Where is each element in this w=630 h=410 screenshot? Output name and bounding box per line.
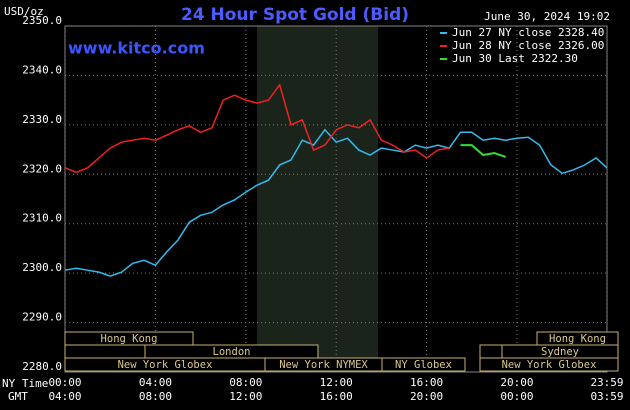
x-label: NY Time [2,377,48,390]
y-tick-label: 2320.0 [22,162,62,175]
series-line [64,83,450,174]
timestamp: June 30, 2024 19:02 [484,10,610,23]
y-tick-label: 2330.0 [22,113,62,126]
x2-tick-label: 12:00 [229,390,262,403]
series-line [64,128,608,277]
x2-tick-label: 16:00 [320,390,353,403]
session-box [64,331,194,346]
session-label: New York NYMEX [279,359,368,371]
session-label: Hong Kong [549,333,606,345]
legend-entry: Jun 27 NY close 2328.40 [452,26,604,39]
y-tick-label: 2280.0 [22,360,62,373]
session-label: Sydney [541,346,579,358]
x-tick-label: 16:00 [410,376,443,389]
y-tick-label: 2340.0 [22,63,62,76]
x-tick-label: 20:00 [500,376,533,389]
x2-tick-label: 08:00 [139,390,172,403]
session-label: New York Globex [118,359,213,371]
session-label: London [213,346,251,358]
x2-tick-label: 20:00 [410,390,443,403]
series-line [460,144,507,158]
session-box [479,357,619,372]
session-label: Hong Kong [101,333,158,345]
x2-tick-label: 03:59 [590,390,623,403]
session-box [381,357,466,372]
nymex-shade [257,26,378,372]
x2-tick-label: 00:00 [500,390,533,403]
y-unit: USD/oz [4,5,44,18]
x-tick-label: 08:00 [229,376,262,389]
y-tick-label: 2300.0 [22,261,62,274]
y-tick-label: 2310.0 [22,212,62,225]
x2-tick-label: 04:00 [48,390,81,403]
session-label: NY Globex [395,359,452,371]
session-box [479,344,503,359]
session-box [64,344,146,359]
x-tick-label: 04:00 [139,376,172,389]
chart-title: 24 Hour Spot Gold (Bid) [181,5,409,25]
y-tick-label: 2350.0 [22,14,62,27]
legend-entry: Jun 30 Last 2322.30 [452,52,578,65]
x-tick-label: 00:00 [48,376,81,389]
x2-label: GMT [8,390,28,403]
session-label: New York Globex [502,359,597,371]
site: www.kitco.com [68,39,205,58]
x-tick-label: 12:00 [320,376,353,389]
legend-entry: Jun 28 NY close 2326.00 [452,39,604,52]
y-tick-label: 2290.0 [22,311,62,324]
x-tick-label: 23:59 [590,376,623,389]
